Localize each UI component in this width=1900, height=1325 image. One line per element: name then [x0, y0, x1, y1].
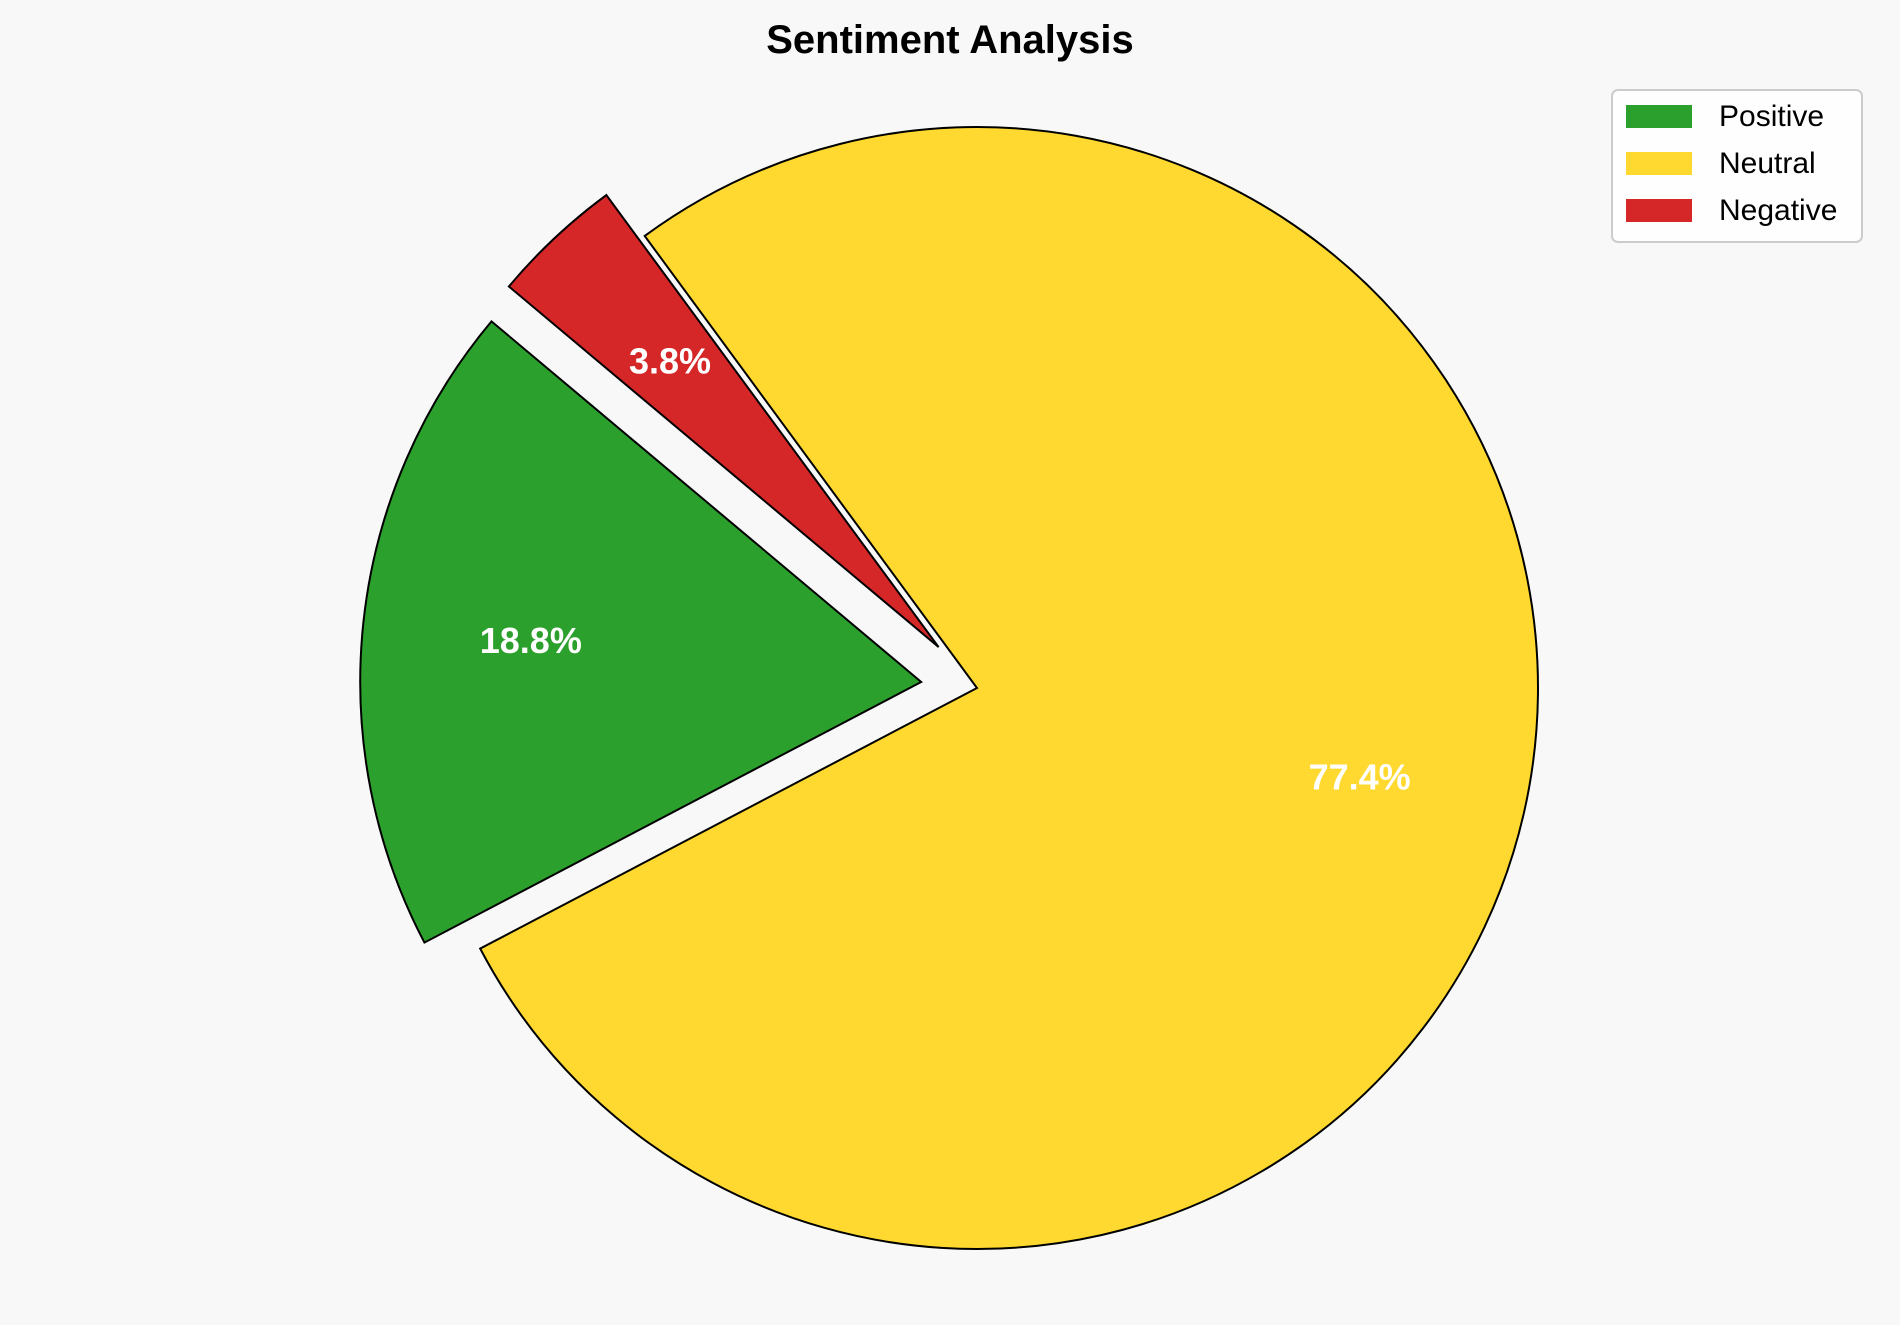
- legend-swatch-negative: [1626, 199, 1692, 222]
- legend-label-negative: Negative: [1719, 194, 1837, 227]
- legend-swatch-neutral: [1626, 152, 1692, 175]
- pie-slice-negative: [507, 193, 940, 648]
- slice-label-negative: 3.8%: [629, 341, 711, 382]
- legend-swatch-positive: [1626, 105, 1692, 128]
- legend-label-neutral: Neutral: [1719, 147, 1816, 180]
- pie-slice-positive: [359, 319, 924, 944]
- slice-label-neutral: 77.4%: [1309, 756, 1411, 797]
- legend-label-positive: Positive: [1719, 100, 1824, 133]
- chart-title: Sentiment Analysis: [766, 18, 1134, 62]
- legend: Positive Neutral Negative: [1611, 89, 1863, 243]
- pie-slice-neutral: [478, 126, 1539, 1250]
- slice-label-positive: 18.8%: [480, 620, 582, 661]
